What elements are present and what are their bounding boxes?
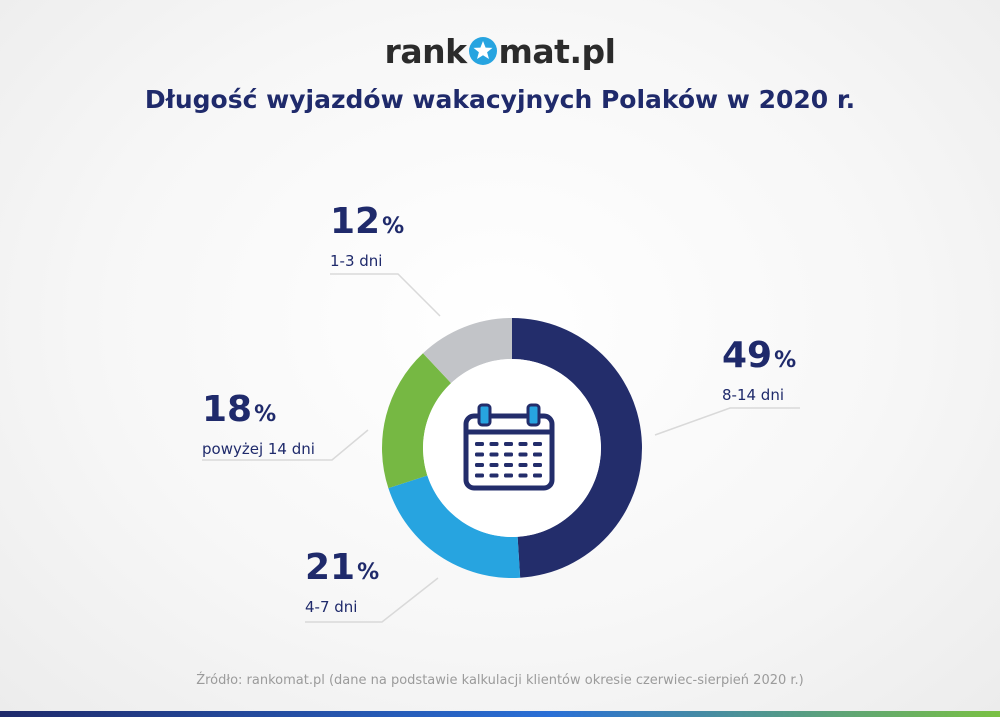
calendar-day-dot xyxy=(518,473,528,478)
calendar-day-dot xyxy=(504,452,513,457)
calendar-day-dot xyxy=(489,442,499,446)
calendar-day-dot xyxy=(475,452,484,457)
leader-lines xyxy=(202,273,800,623)
leader-powyzej-14-dni xyxy=(202,429,369,461)
calendar-day-dot xyxy=(518,463,528,467)
label-1-3-dni: 12% 1-3 dni xyxy=(330,202,404,271)
leader-1-3-dni xyxy=(330,273,441,317)
calendar-day-dot xyxy=(518,452,528,457)
label-powyzej-14-dni: 18% powyżej 14 dni xyxy=(202,390,315,459)
label-powyzej-14-dni-category: powyżej 14 dni xyxy=(202,440,315,458)
label-4-7-dni-value: 21 xyxy=(305,547,356,588)
label-powyzej-14-dni-value: 18 xyxy=(202,389,253,430)
calendar-day-dot xyxy=(475,473,484,478)
calendar-day-dot xyxy=(475,442,484,446)
calendar-day-dot xyxy=(533,463,542,467)
donut-hole xyxy=(423,359,601,537)
label-8-14-dni-unit: % xyxy=(774,348,797,373)
calendar-day-dot xyxy=(533,442,542,446)
calendar-day-dot xyxy=(475,463,484,467)
slice-4-7-dni xyxy=(388,475,521,578)
calendar-day-dot xyxy=(489,473,499,478)
bottom-gradient-bar xyxy=(0,711,1000,717)
leader-8-14-dni xyxy=(654,407,800,436)
calendar-day-dot xyxy=(518,442,528,446)
calendar-day-dot xyxy=(504,463,513,467)
chart-title: Długość wyjazdów wakacyjnych Polaków w 2… xyxy=(144,85,856,114)
leader-4-7-dni xyxy=(305,577,439,623)
label-powyzej-14-dni-unit: % xyxy=(254,402,277,427)
label-8-14-dni-value: 49 xyxy=(722,335,773,376)
label-1-3-dni-category: 1-3 dni xyxy=(330,252,383,270)
calendar-day-dot xyxy=(504,442,513,446)
label-1-3-dni-unit: % xyxy=(382,214,405,239)
slice-powyżej-14-dni xyxy=(381,353,452,489)
label-4-7-dni-unit: % xyxy=(357,560,380,585)
label-8-14-dni: 49% 8-14 dni xyxy=(722,336,796,405)
calendar-day-dot xyxy=(489,452,499,457)
calendar-day-dot xyxy=(504,473,513,478)
label-1-3-dni-value: 12 xyxy=(330,201,381,242)
calendar-day-dot xyxy=(533,452,542,457)
logo-prefix: rank xyxy=(384,32,467,71)
label-4-7-dni: 21% 4-7 dni xyxy=(305,548,379,617)
slice-8-14-dni xyxy=(512,318,642,578)
calendar-icon xyxy=(463,403,555,491)
donut-slices xyxy=(381,318,642,578)
calendar-day-dot xyxy=(489,463,499,467)
logo-star-icon xyxy=(468,35,498,65)
source-note: Źródło: rankomat.pl (dane na podstawie k… xyxy=(196,673,804,688)
brand-logo: rank mat.pl xyxy=(0,32,1000,72)
label-8-14-dni-category: 8-14 dni xyxy=(722,386,785,404)
calendar-day-dot xyxy=(533,473,542,478)
slice-1-3-dni xyxy=(423,318,512,384)
logo-suffix: mat.pl xyxy=(498,32,616,71)
label-4-7-dni-category: 4-7 dni xyxy=(305,598,358,616)
